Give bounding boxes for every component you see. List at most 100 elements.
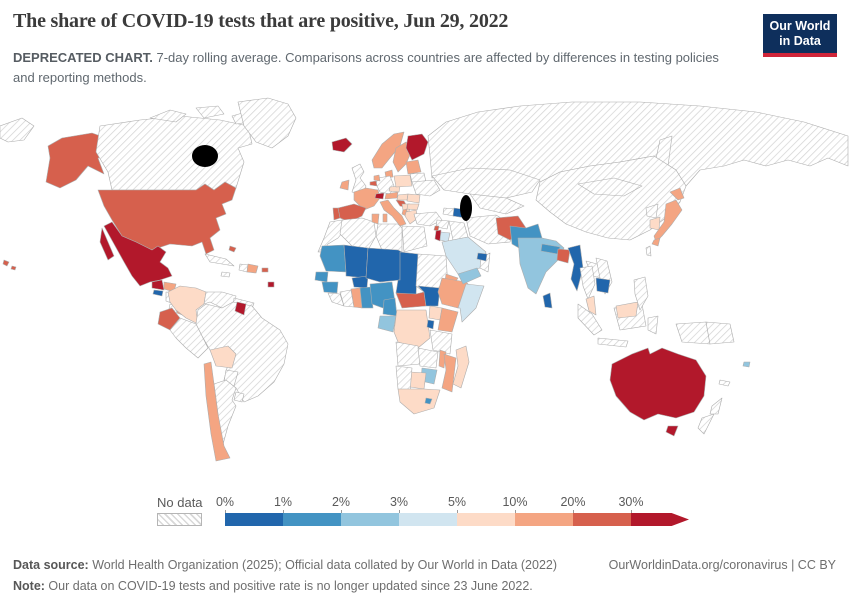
country-shape[interactable] [431,167,541,199]
country-shape[interactable] [709,397,723,415]
owid-logo[interactable]: Our World in Data [763,14,837,57]
country-shape[interactable] [246,263,259,274]
country-shape[interactable] [314,271,329,283]
legend-bin-1-2%[interactable] [283,513,341,526]
country-shape[interactable] [405,159,422,175]
country-shape[interactable] [647,315,659,335]
country-shape[interactable] [99,227,115,261]
country-shape[interactable] [331,137,353,153]
country-shape[interactable] [669,187,685,201]
country-shape[interactable] [469,193,525,215]
country-shape[interactable] [441,353,457,393]
country-shape[interactable] [697,413,715,435]
country-shape[interactable] [413,211,443,227]
country-shape[interactable] [152,289,164,297]
country-shape[interactable] [645,245,652,257]
country-shape[interactable] [384,169,394,179]
country-shape[interactable] [395,291,427,309]
country-shape[interactable] [195,105,225,119]
country-shape[interactable] [377,315,397,333]
country-shape[interactable] [382,213,388,223]
country-shape[interactable] [203,361,231,462]
country-shape[interactable] [404,209,419,225]
country-shape[interactable] [577,303,603,336]
country-shape[interactable] [234,301,247,316]
country-shape[interactable] [615,301,639,319]
country-shape[interactable] [457,283,485,323]
country-shape[interactable] [149,109,187,123]
country-shape[interactable] [375,223,403,253]
country-shape[interactable] [359,286,374,309]
country-shape[interactable] [167,285,207,325]
country-shape[interactable] [595,277,611,294]
country-shape[interactable] [233,391,245,403]
country-shape[interactable] [382,297,398,317]
country-shape[interactable] [339,217,377,251]
country-shape[interactable] [369,180,378,187]
country-shape[interactable] [267,281,275,288]
country-shape[interactable] [393,174,413,188]
country-shape[interactable] [379,199,407,227]
legend-bin-5-10%[interactable] [457,513,515,526]
country-shape[interactable] [448,220,469,241]
country-shape[interactable] [397,388,441,415]
country-shape[interactable] [332,207,341,221]
country-shape[interactable] [417,285,441,307]
country-shape[interactable] [228,245,237,253]
country-shape[interactable] [651,237,661,247]
country-shape[interactable] [633,276,649,311]
country-shape[interactable] [353,187,381,211]
country-shape[interactable] [384,191,399,200]
country-shape[interactable] [424,397,433,405]
country-shape[interactable] [204,253,235,267]
country-shape[interactable] [396,193,409,201]
country-shape[interactable] [579,265,596,300]
country-shape[interactable] [434,229,442,242]
country-shape[interactable] [95,115,253,191]
country-shape[interactable] [238,263,249,273]
country-shape[interactable] [409,371,427,390]
country-shape[interactable] [609,347,707,421]
country-shape[interactable] [597,337,629,348]
country-shape[interactable] [395,341,421,367]
country-shape[interactable] [393,309,431,349]
country-shape[interactable] [103,221,173,287]
country-shape[interactable] [556,248,571,264]
country-shape[interactable] [429,329,453,355]
owid-link[interactable]: OurWorldinData.org/coronavirus | CC BY [608,557,836,572]
country-shape[interactable] [371,213,380,225]
country-shape[interactable] [577,177,643,197]
country-shape[interactable] [406,193,421,204]
country-shape[interactable] [401,225,428,253]
country-shape[interactable] [237,97,297,149]
legend-bin-2-3%[interactable] [341,513,399,526]
country-shape[interactable] [209,345,237,369]
country-shape[interactable] [718,379,731,387]
country-shape[interactable] [169,317,209,359]
country-shape[interactable] [705,321,735,345]
legend-bin-3-5%[interactable] [399,513,457,526]
country-shape[interactable] [742,361,751,368]
country-shape[interactable] [339,179,350,191]
country-shape[interactable] [220,271,231,278]
country-shape[interactable] [452,345,470,389]
country-shape[interactable] [395,365,413,393]
country-shape[interactable] [665,425,679,437]
country-shape[interactable] [457,267,482,285]
country-shape[interactable] [151,279,165,291]
country-shape[interactable] [319,244,347,273]
country-shape[interactable] [653,199,683,243]
country-shape[interactable] [567,244,584,292]
legend-bin-20-30%[interactable] [573,513,631,526]
legend-bin-10-20%[interactable] [515,513,573,526]
country-shape[interactable] [0,117,35,143]
legend-bin->30%[interactable] [631,513,689,526]
country-shape[interactable] [261,267,269,273]
country-shape[interactable] [476,252,488,262]
country-shape[interactable] [585,295,597,316]
country-shape[interactable] [411,179,441,197]
country-shape[interactable] [542,292,553,309]
country-shape[interactable] [406,203,420,211]
country-shape[interactable] [374,192,385,200]
country-shape[interactable] [321,281,339,294]
